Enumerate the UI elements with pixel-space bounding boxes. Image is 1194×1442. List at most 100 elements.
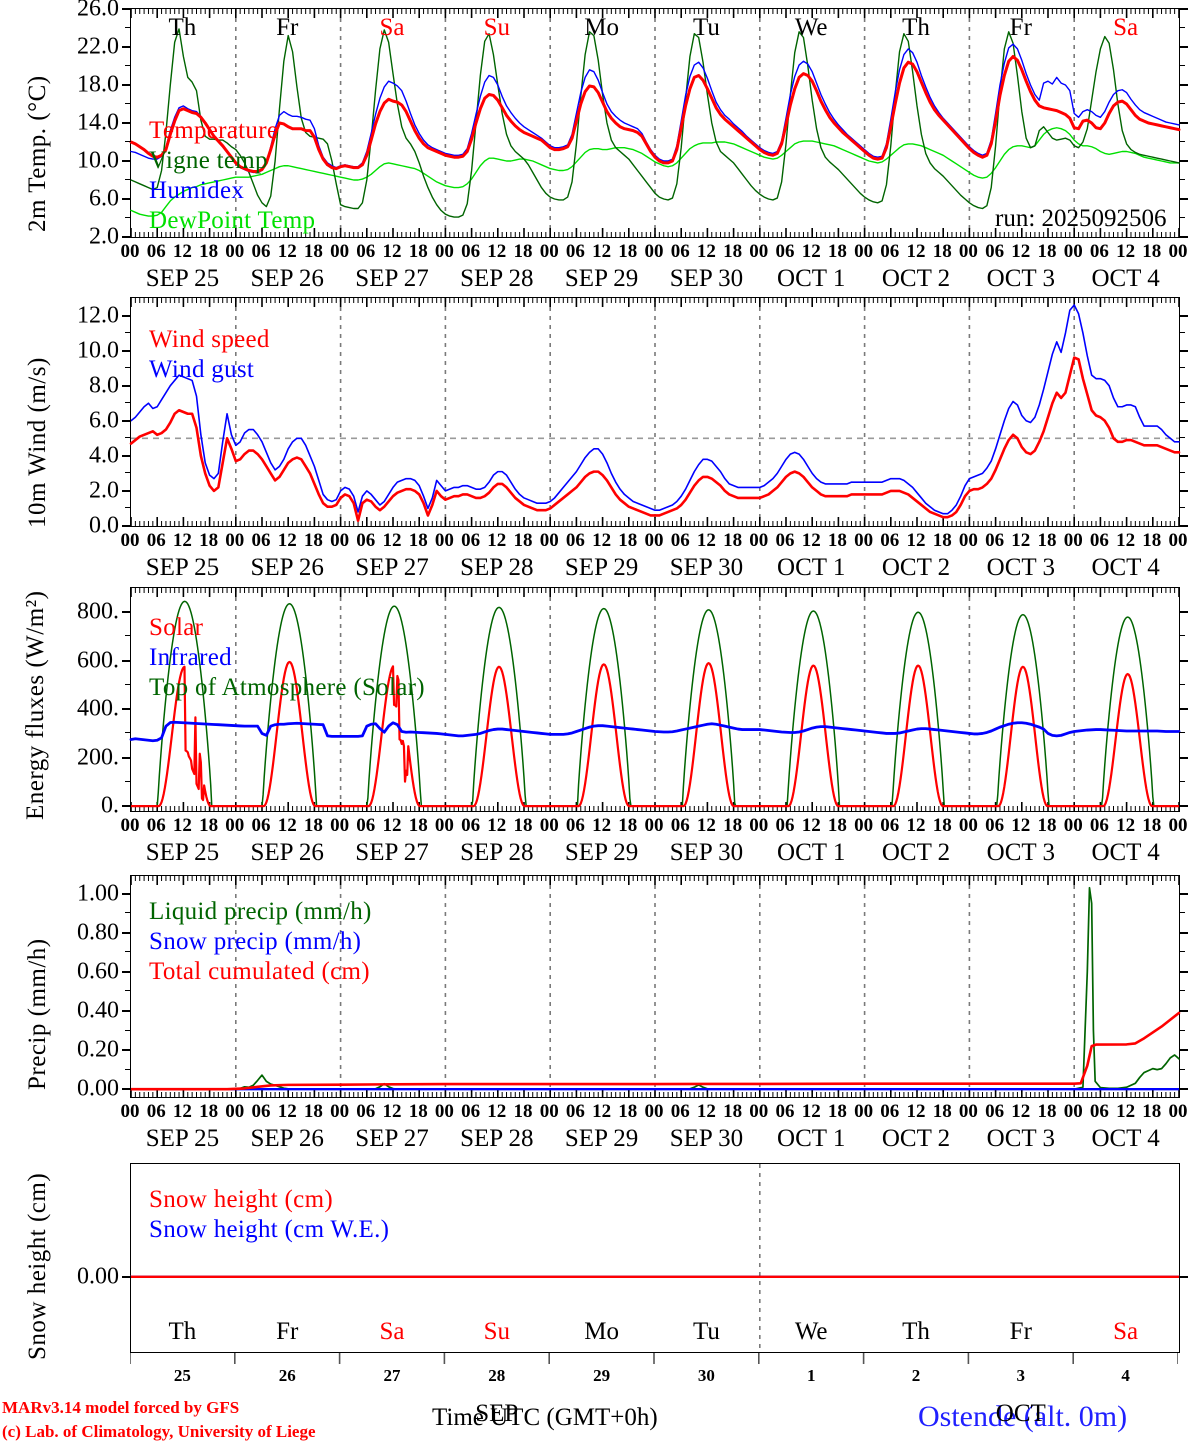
hour-label: 12 [1116, 1101, 1136, 1122]
y-minor-tick [125, 683, 131, 685]
y-tick-mark [1179, 454, 1188, 457]
y-tick-mark [122, 970, 131, 973]
hour-label: 12 [487, 241, 507, 262]
y-tick-mark [1179, 659, 1188, 662]
hour-tick-labels: 00 06 12 18 00 06 12 18 00 06 12 18 00 06 12 18 00 06 12 18… [121, 1101, 1188, 1122]
y-minor-tick [1179, 635, 1185, 637]
hour-label: 18 [1142, 530, 1162, 551]
legend-infrared: Infrared [149, 644, 232, 671]
y-tick-label: 12.0 [77, 302, 119, 329]
footer-model-line: MARv3.14 model forced by GFS [2, 1398, 240, 1417]
hour-label: 12 [382, 815, 402, 836]
bottom-day-number: 28 [488, 1366, 506, 1385]
y-minor-tick [1179, 65, 1185, 66]
hour-label: 00 [1168, 1101, 1188, 1122]
hour-label: 12 [1116, 815, 1136, 836]
hour-label: 12 [277, 530, 297, 551]
y-tick-mark [1179, 756, 1188, 759]
hour-label: 18 [827, 241, 847, 262]
hour-label: 12 [906, 530, 926, 551]
y-tick-label: 4.0 [89, 442, 119, 469]
hour-label: 06 [670, 241, 690, 262]
y-tick-mark [122, 805, 131, 808]
date-label: SEP 29 [564, 265, 639, 292]
hour-label: 18 [827, 530, 847, 551]
hour-label: 00 [225, 241, 245, 262]
bottom-day-number: 29 [593, 1366, 611, 1385]
bottom-day-number: 27 [383, 1366, 401, 1385]
hour-label: 12 [592, 241, 612, 262]
hour-label: 06 [565, 815, 585, 836]
hour-label: 18 [618, 530, 638, 551]
hour-label: 18 [932, 815, 952, 836]
date-label: SEP 25 [145, 839, 220, 866]
hour-label: 12 [382, 530, 402, 551]
hour-label: 18 [618, 241, 638, 262]
hour-label: 12 [1116, 241, 1136, 262]
y-minor-tick [125, 402, 131, 404]
bottom-day-name: Sa [379, 1318, 405, 1345]
hour-label: 06 [775, 241, 795, 262]
hour-label: 06 [1089, 815, 1109, 836]
hour-label: 12 [696, 530, 716, 551]
y-tick-mark [122, 122, 131, 124]
bottom-month-label: SEP [475, 1400, 519, 1427]
hour-label: 00 [1063, 530, 1083, 551]
hour-label: 00 [749, 815, 769, 836]
snow-height-panel: 0.00 Snow height (cm) Snow height (cm W.E.… [77, 1163, 1188, 1353]
hour-label: 00 [330, 241, 350, 262]
hour-label: 12 [906, 241, 926, 262]
y-minor-tick [125, 732, 131, 734]
bottom-day-name: Tu [692, 1318, 720, 1345]
hour-label: 06 [461, 815, 481, 836]
y-tick-label: 2.0 [89, 477, 119, 504]
bottom-day-name: Sa [1113, 1318, 1139, 1345]
y-minor-tick [1179, 332, 1185, 334]
hour-label: 00 [225, 530, 245, 551]
bottom-axis-ticks [129, 1353, 1179, 1367]
hour-label: 12 [487, 1101, 507, 1122]
hour-label: 00 [434, 1101, 454, 1122]
hour-label: 12 [1011, 1101, 1031, 1122]
y-tick-label: 18.0 [77, 71, 119, 98]
y-minor-tick [125, 65, 131, 66]
hour-label: 06 [670, 530, 690, 551]
day-name-marker: Sa [1113, 14, 1139, 41]
bottom-day-number: 30 [697, 1366, 715, 1385]
hour-label: 18 [1142, 241, 1162, 262]
y-tick-label: 0. [101, 792, 119, 819]
hour-label: 00 [749, 530, 769, 551]
hour-label: 18 [932, 241, 952, 262]
y-tick-label: 0.40 [77, 997, 119, 1024]
hour-label: 06 [565, 530, 585, 551]
wind-ylabel: 10m Wind (m/s) [24, 357, 51, 528]
hour-label: 06 [356, 1101, 376, 1122]
hour-label: 18 [513, 530, 533, 551]
y-tick-label: 6.0 [89, 185, 119, 212]
date-label: OCT 2 [881, 1125, 951, 1152]
y-tick-mark [122, 611, 131, 614]
y-tick-mark [1179, 8, 1188, 10]
hour-label: 00 [434, 530, 454, 551]
hour-label: 18 [723, 815, 743, 836]
hour-label: 00 [330, 1101, 350, 1122]
y-minor-tick [125, 437, 131, 439]
y-tick-label: 2.0 [89, 223, 119, 250]
y-tick-mark [122, 419, 131, 422]
hour-label: 18 [932, 530, 952, 551]
hour-label: 18 [618, 815, 638, 836]
y-minor-tick [125, 27, 131, 28]
hour-label: 12 [1116, 530, 1136, 551]
legend-solar: Solar [149, 614, 204, 641]
date-label: SEP 28 [460, 1125, 534, 1152]
bottom-day-name: We [794, 1318, 828, 1345]
y-minor-tick [125, 141, 131, 142]
hour-label: 06 [670, 1101, 690, 1122]
hour-tick-labels: 00 06 12 18 00 06 12 18 00 06 12 18 00 06 12 18 00 06 12 18… [121, 815, 1188, 836]
hour-label: 12 [172, 241, 192, 262]
y-tick-mark [1179, 384, 1188, 387]
hour-label: 12 [801, 1101, 821, 1122]
day-name-marker: Mo [584, 14, 619, 41]
day-name-marker: Su [483, 14, 510, 41]
bottom-day-number: 2 [911, 1366, 921, 1385]
